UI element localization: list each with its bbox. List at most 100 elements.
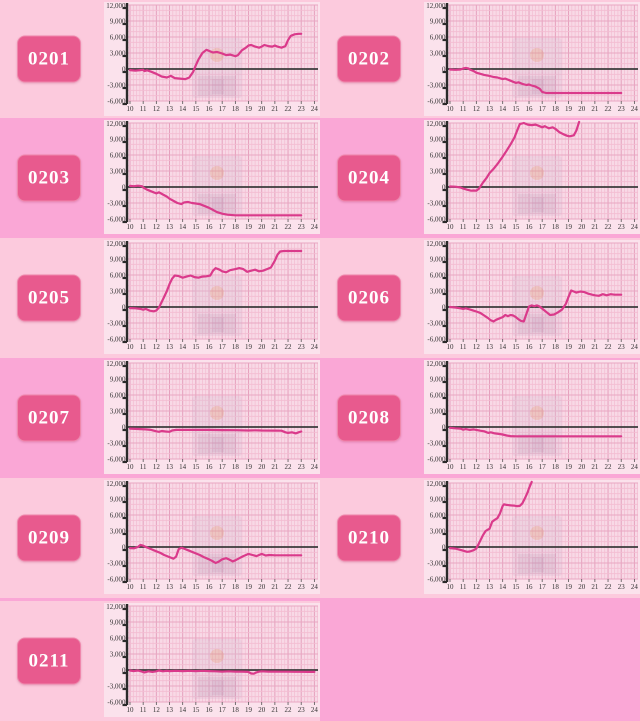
- payout-chart: 12,000 9,000 6,000 3,000 0 -3,000 -6,000 10 11 12…: [104, 360, 320, 474]
- x-tick-label: 16: [526, 343, 534, 351]
- y-tick-label: -3,000: [107, 440, 126, 448]
- x-tick-label: 11: [140, 706, 147, 714]
- x-tick-label: 17: [539, 583, 547, 591]
- x-tick-label: 23: [618, 105, 626, 113]
- x-tick-label: 19: [245, 463, 253, 471]
- y-tick-label: 3,000: [430, 528, 446, 536]
- machine-id-button-0204[interactable]: 0204: [337, 154, 401, 202]
- y-tick-label: -6,000: [107, 336, 126, 344]
- x-tick-label: 23: [618, 343, 626, 351]
- x-tick-label: 14: [179, 463, 187, 471]
- x-tick-label: 22: [285, 223, 293, 231]
- x-tick-label: 16: [526, 105, 534, 113]
- y-tick-label: 9,000: [430, 496, 446, 504]
- y-tick-label: 12,000: [106, 360, 126, 368]
- payout-chart: 12,000 9,000 6,000 3,000 0 -3,000 -6,000 10 11 12…: [104, 480, 320, 594]
- y-tick-label: 6,000: [110, 272, 126, 280]
- machine-id-button-0206[interactable]: 0206: [337, 274, 401, 322]
- x-tick-label: 17: [219, 223, 227, 231]
- payout-chart: 12,000 9,000 6,000 3,000 0 -3,000 -6,000 10 11 12…: [424, 480, 640, 594]
- x-tick-label: 15: [512, 583, 520, 591]
- x-tick-label: 24: [631, 105, 639, 113]
- x-tick-label: 23: [298, 583, 306, 591]
- x-tick-label: 14: [179, 583, 187, 591]
- machine-id-button-0208[interactable]: 0208: [337, 394, 401, 442]
- machine-photo-watermark: [192, 156, 242, 216]
- x-tick-label: 23: [618, 583, 626, 591]
- machine-id-button-0210[interactable]: 0210: [337, 514, 401, 562]
- x-tick-label: 13: [166, 583, 174, 591]
- machine-id-button-0207[interactable]: 0207: [17, 394, 81, 442]
- x-tick-label: 20: [258, 463, 266, 471]
- y-tick-label: -6,000: [427, 216, 446, 224]
- y-tick-label: 3,000: [110, 50, 126, 58]
- machine-id-button-0202[interactable]: 0202: [337, 35, 401, 83]
- x-tick-label: 21: [271, 343, 279, 351]
- y-tick-label: 0: [442, 66, 446, 74]
- x-tick-label: 24: [631, 223, 639, 231]
- x-tick-label: 11: [460, 105, 467, 113]
- x-tick-label: 19: [245, 583, 253, 591]
- machine-id-button-0203[interactable]: 0203: [17, 154, 81, 202]
- x-tick-label: 22: [605, 463, 613, 471]
- y-tick-label: 3,000: [430, 408, 446, 416]
- x-tick-label: 13: [166, 223, 174, 231]
- x-tick-label: 18: [232, 223, 240, 231]
- y-tick-label: 12,000: [106, 603, 126, 611]
- x-tick-label: 16: [206, 223, 214, 231]
- x-tick-label: 17: [219, 343, 227, 351]
- x-tick-label: 11: [140, 223, 147, 231]
- x-tick-label: 17: [539, 463, 547, 471]
- x-tick-label: 21: [591, 105, 599, 113]
- x-tick-label: 13: [166, 706, 174, 714]
- machine-id-button-0205[interactable]: 0205: [17, 274, 81, 322]
- x-tick-label: 18: [232, 583, 240, 591]
- x-tick-label: 22: [605, 105, 613, 113]
- x-tick-label: 15: [512, 343, 520, 351]
- x-tick-label: 14: [179, 706, 187, 714]
- machine-cell: 0203 12,000 9,000 6,000 3,000 0 -3,000 -6,000 1…: [0, 118, 320, 238]
- machine-id-button-0211[interactable]: 0211: [17, 637, 81, 685]
- x-tick-label: 11: [140, 343, 147, 351]
- y-tick-label: 9,000: [110, 619, 126, 627]
- x-tick-label: 24: [311, 706, 319, 714]
- y-tick-label: 0: [442, 304, 446, 312]
- x-tick-label: 20: [578, 343, 586, 351]
- x-tick-label: 13: [166, 343, 174, 351]
- y-tick-label: -3,000: [427, 440, 446, 448]
- y-tick-label: 3,000: [430, 168, 446, 176]
- y-tick-label: 3,000: [430, 288, 446, 296]
- machine-cell: 0206 12,000 9,000 6,000 3,000 0 -3,000 -6,000 1…: [320, 238, 640, 358]
- x-tick-label: 21: [271, 223, 279, 231]
- empty-cell: [320, 598, 640, 721]
- payout-series-line: [128, 249, 303, 313]
- payout-series-line: [448, 289, 623, 323]
- x-tick-label: 10: [447, 343, 455, 351]
- y-tick-label: -6,000: [107, 216, 126, 224]
- y-tick-label: 6,000: [110, 635, 126, 643]
- x-tick-label: 17: [539, 343, 547, 351]
- x-tick-label: 21: [591, 583, 599, 591]
- machine-id-button-0201[interactable]: 0201: [17, 35, 81, 83]
- x-tick-label: 11: [460, 463, 467, 471]
- x-tick-label: 15: [192, 463, 200, 471]
- x-tick-label: 16: [526, 223, 534, 231]
- x-tick-label: 11: [460, 583, 467, 591]
- machine-id-button-0209[interactable]: 0209: [17, 514, 81, 562]
- x-tick-label: 20: [258, 706, 266, 714]
- x-tick-label: 23: [298, 463, 306, 471]
- x-tick-label: 11: [140, 583, 147, 591]
- y-tick-label: -3,000: [427, 560, 446, 568]
- x-tick-label: 18: [552, 463, 560, 471]
- x-tick-label: 15: [192, 105, 200, 113]
- x-tick-label: 24: [631, 343, 639, 351]
- x-tick-label: 21: [271, 583, 279, 591]
- x-tick-label: 22: [605, 223, 613, 231]
- x-tick-label: 18: [232, 463, 240, 471]
- x-tick-label: 21: [591, 223, 599, 231]
- y-tick-label: -6,000: [107, 456, 126, 464]
- machine-photo-watermark: [512, 156, 562, 216]
- y-tick-label: -3,000: [107, 82, 126, 90]
- x-tick-label: 24: [311, 583, 319, 591]
- y-tick-label: 12,000: [106, 240, 126, 248]
